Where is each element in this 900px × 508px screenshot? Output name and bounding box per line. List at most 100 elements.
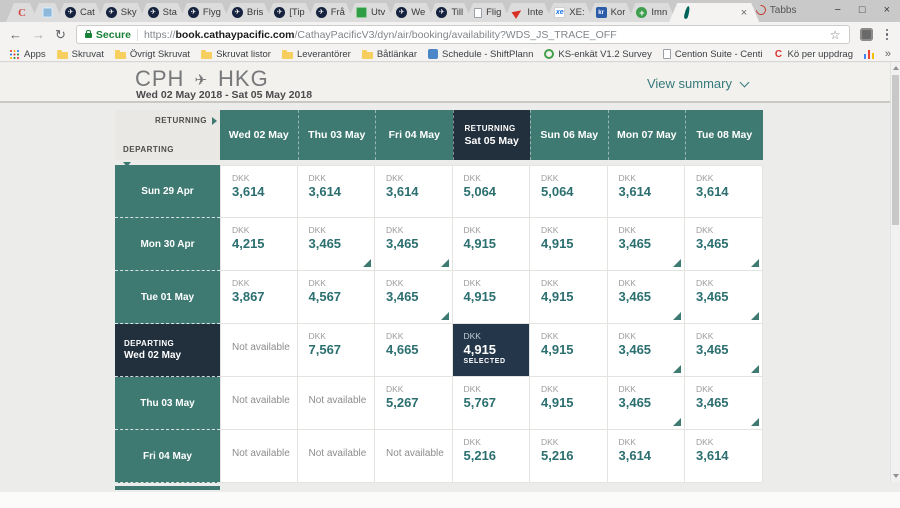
currency-label: DKK <box>386 278 404 288</box>
bookmark-item[interactable]: Båtlänkar <box>361 49 417 60</box>
fare-cell[interactable]: DKK 3,465 <box>685 324 763 377</box>
fare-cell[interactable]: DKK 3,465 <box>685 271 763 324</box>
fare-cell[interactable]: DKK 3,614 <box>685 430 763 483</box>
tab-active[interactable]: × <box>669 3 759 22</box>
bookmark-item[interactable]: Kö per uppdrag <box>774 49 854 60</box>
bookmark-item[interactable]: Leverantörer <box>281 49 351 60</box>
fare-cell[interactable]: DKK 5,064 <box>530 165 608 218</box>
browser-tab[interactable]: Sky <box>97 3 146 22</box>
back-icon[interactable]: ← <box>9 27 22 42</box>
fare-cell[interactable]: DKK 3,465 <box>607 377 685 430</box>
fare-cell[interactable]: DKK 4,567 <box>297 271 375 324</box>
extension-icon[interactable] <box>859 28 873 41</box>
fare-cell-selected[interactable]: DKK 4,915 SELECTED <box>452 324 530 377</box>
address-bar[interactable]: Secure https://book.cathaypacific.com/Ca… <box>75 25 850 44</box>
fare-cell[interactable]: DKK 5,267 <box>375 377 453 430</box>
bookmark-item[interactable]: KS-enkät V1.2 Survey <box>544 49 652 60</box>
reload-icon[interactable]: ↻ <box>55 27 66 42</box>
bookmark-label: Cention Suite - Centi <box>674 48 763 60</box>
browser-tab[interactable]: Sta <box>139 3 186 22</box>
browser-tab[interactable]: Imn <box>627 3 676 22</box>
forward-icon[interactable]: → <box>32 27 45 42</box>
browser-tab[interactable]: Utv <box>347 3 394 22</box>
row-header: Mon 30 Apr <box>115 218 220 271</box>
bookmark-item[interactable]: Schedule - ShiftPlann <box>427 49 533 60</box>
fare-cell[interactable]: DKK 3,465 <box>685 377 763 430</box>
view-summary-button[interactable]: View summary <box>647 76 750 91</box>
browser-tab[interactable] <box>6 3 38 22</box>
bookmark-item[interactable]: Övrigt Skruvat <box>114 49 190 60</box>
fare-cell[interactable]: DKK 3,465 <box>607 271 685 324</box>
bookmark-item[interactable]: Handläggarinformati <box>864 49 877 60</box>
scroll-down-icon[interactable] <box>892 474 899 478</box>
fare-price: 5,064 <box>463 184 497 199</box>
fare-cell[interactable]: DKK 7,567 <box>297 324 375 377</box>
browser-tab[interactable]: Inte <box>503 3 552 22</box>
bookmark-item[interactable]: Skruvat <box>56 49 104 60</box>
fare-price: 3,465 <box>618 236 652 251</box>
column-date-label: Sat 05 May <box>464 134 519 147</box>
bookmark-item[interactable]: Cention Suite - Centi <box>662 48 763 60</box>
fare-cell[interactable]: DKK 4,215 <box>220 218 298 271</box>
fare-cell[interactable]: DKK 4,665 <box>375 324 453 377</box>
fare-cell[interactable]: DKK 3,465 <box>685 218 763 271</box>
chevron-down-icon <box>739 77 750 87</box>
fare-price: 3,465 <box>618 342 652 357</box>
low-fare-icon <box>673 365 681 373</box>
bookmark-item[interactable]: Apps <box>9 49 46 60</box>
close-button[interactable]: × <box>883 4 890 16</box>
browser-tab[interactable]: [Tip <box>265 3 313 22</box>
browser-tab[interactable]: Bris <box>223 3 272 22</box>
browser-tab[interactable]: Till <box>427 3 472 22</box>
browser-tab[interactable]: Flyg <box>179 3 230 22</box>
fare-cell[interactable]: DKK 5,767 <box>452 377 530 430</box>
fare-cell[interactable]: DKK 4,915 <box>452 218 530 271</box>
currency-label: DKK <box>618 173 636 183</box>
browser-tab[interactable]: We <box>387 3 434 22</box>
low-fare-icon <box>750 312 759 320</box>
scroll-up-icon[interactable] <box>892 66 899 70</box>
minimize-button[interactable]: − <box>834 4 841 16</box>
maximize-button[interactable]: □ <box>858 4 866 16</box>
browser-tab[interactable]: Flig <box>465 3 510 22</box>
tab-title: Flyg <box>202 7 221 18</box>
fare-cell[interactable]: DKK 4,915 <box>452 271 530 324</box>
tabbs-extension-badge[interactable]: Tabbs <box>753 2 796 18</box>
fare-matrix: RETURNING DEPARTING Wed 02 May Thu 03 May… <box>115 110 763 483</box>
bookmark-star-icon[interactable]: ☆ <box>829 27 841 42</box>
fare-cell[interactable]: DKK 3,614 <box>607 165 685 218</box>
fare-cell[interactable]: DKK 5,216 <box>452 430 530 483</box>
low-fare-icon <box>440 312 449 320</box>
browser-tab[interactable]: XE: <box>545 3 593 22</box>
fare-cell[interactable]: DKK 4,915 <box>530 218 608 271</box>
row-date-label: Fri 04 May <box>143 450 192 462</box>
vertical-scrollbar[interactable] <box>890 62 900 482</box>
fare-cell[interactable]: DKK 3,614 <box>375 165 453 218</box>
fare-cell[interactable]: DKK 4,915 <box>530 271 608 324</box>
fare-cell[interactable]: DKK 5,216 <box>530 430 608 483</box>
fare-cell[interactable]: DKK 4,915 <box>530 324 608 377</box>
browser-tab[interactable] <box>31 3 63 22</box>
bookmarks-overflow-icon[interactable]: » <box>884 48 891 60</box>
browser-tab[interactable]: Kor <box>587 3 635 22</box>
close-tab-icon[interactable]: × <box>740 6 748 19</box>
fare-cell[interactable]: DKK 3,867 <box>220 271 298 324</box>
browser-tab[interactable]: Cat <box>56 3 104 22</box>
fare-cell[interactable]: DKK 5,064 <box>452 165 530 218</box>
fare-cell[interactable]: DKK 3,465 <box>375 271 453 324</box>
fare-cell[interactable]: DKK 3,614 <box>297 165 375 218</box>
fare-cell[interactable]: DKK 3,614 <box>685 165 763 218</box>
fare-cell[interactable]: DKK 3,614 <box>220 165 298 218</box>
fare-cell[interactable]: DKK 3,614 <box>607 430 685 483</box>
browser-tab[interactable]: Frå <box>307 3 354 22</box>
fare-cell[interactable]: DKK 3,465 <box>607 324 685 377</box>
fare-cell[interactable]: DKK 3,465 <box>297 218 375 271</box>
fare-cell[interactable]: DKK 3,465 <box>607 218 685 271</box>
bookmark-item[interactable]: Skruvat listor <box>201 49 271 60</box>
column-header: Tue 08 May <box>685 110 763 160</box>
scrollbar-thumb[interactable] <box>892 75 899 225</box>
chrome-menu-icon[interactable] <box>883 28 892 41</box>
secure-indicator[interactable]: Secure <box>84 29 131 41</box>
fare-cell[interactable]: DKK 4,915 <box>530 377 608 430</box>
fare-cell[interactable]: DKK 3,465 <box>375 218 453 271</box>
